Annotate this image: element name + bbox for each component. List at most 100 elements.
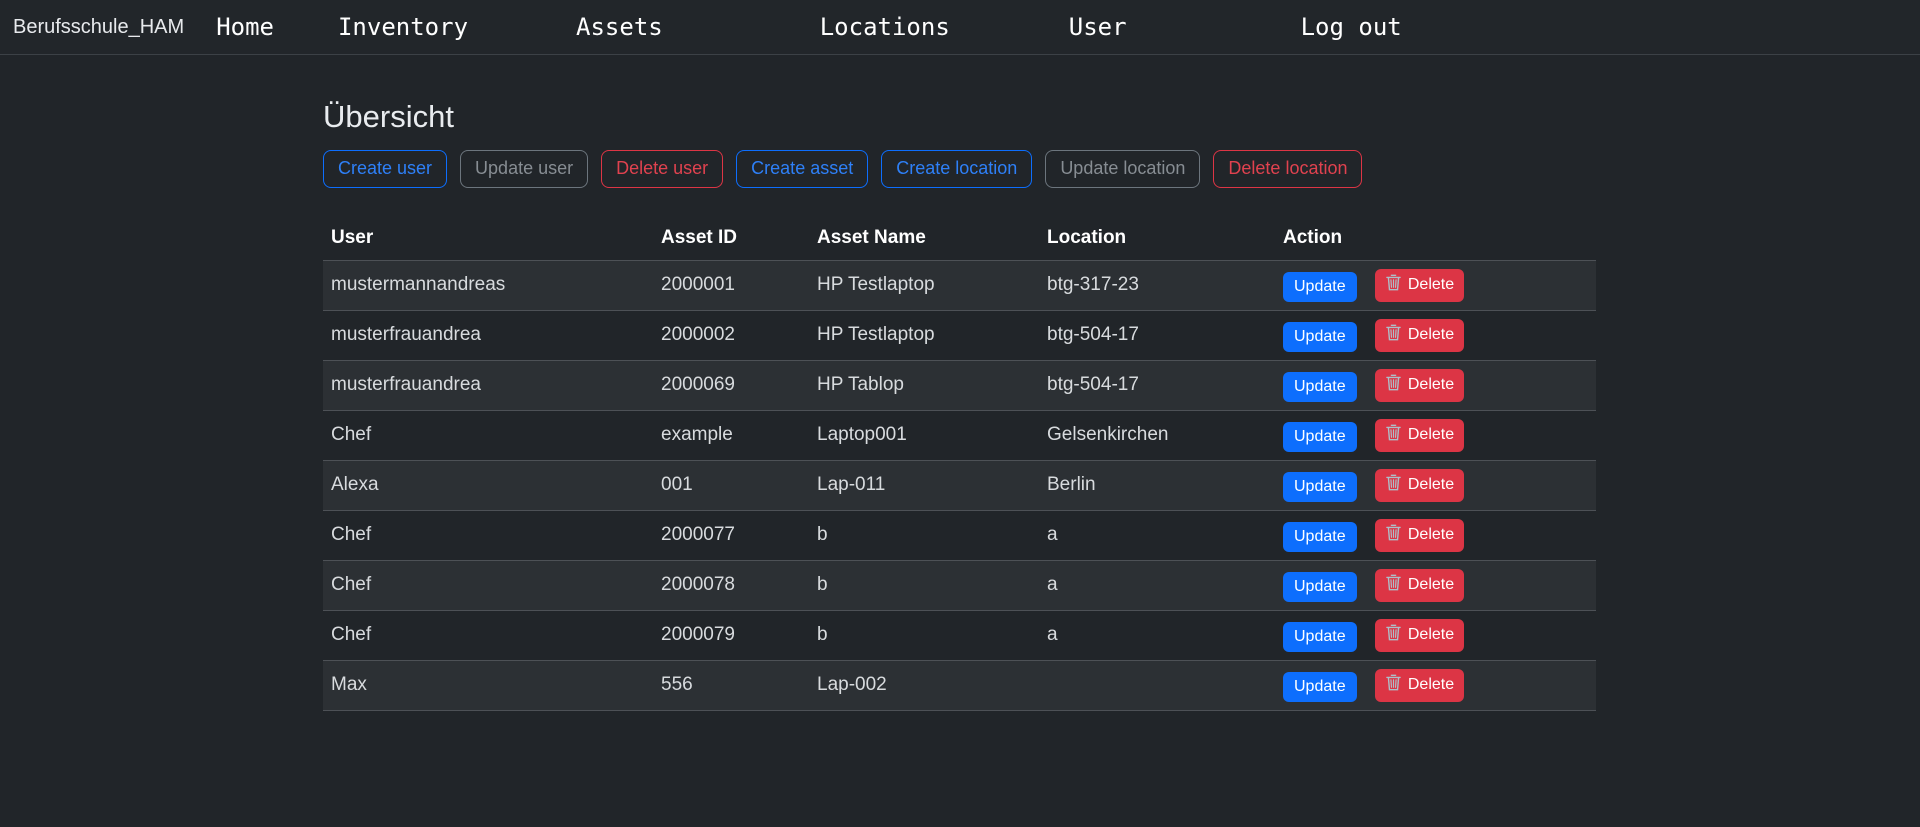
- update-button-label: Update: [1294, 627, 1346, 645]
- assets-table: User Asset ID Asset Name Location Action mus…: [323, 216, 1596, 711]
- trash-icon: [1385, 574, 1402, 597]
- cell-asset-name: Laptop001: [817, 424, 907, 446]
- cell-action: Update Delete: [1275, 360, 1596, 410]
- table-row: Chef 2000079 b a Update Delete: [323, 610, 1596, 660]
- table-row: musterfrauandrea 2000002 HP Testlaptop b…: [323, 310, 1596, 360]
- cell-asset-name: Lap-002: [817, 674, 887, 696]
- row-update-button[interactable]: Update: [1283, 621, 1357, 652]
- delete-button-label: Delete: [1407, 426, 1455, 444]
- row-update-button[interactable]: Update: [1283, 571, 1357, 602]
- delete-button-label: Delete: [1407, 476, 1455, 494]
- row-update-button[interactable]: Update: [1283, 371, 1357, 402]
- delete-button-label: Delete: [1407, 376, 1455, 394]
- cell-location: a: [1047, 624, 1058, 646]
- table-row: Chef example Laptop001 Gelsenkirchen Upd…: [323, 410, 1596, 460]
- delete-button-label: Delete: [1407, 326, 1455, 344]
- main-content: Übersicht Create user Update user Delete u…: [323, 99, 1596, 711]
- update-button-label: Update: [1294, 477, 1346, 495]
- column-header: User: [331, 226, 374, 248]
- cell-action: Update Delete: [1275, 410, 1596, 460]
- cell-asset-name: HP Tablop: [817, 374, 904, 396]
- nav-item-inventory[interactable]: Inventory: [337, 13, 469, 41]
- create-location-button[interactable]: Create location: [881, 150, 1033, 188]
- row-delete-button[interactable]: Delete: [1374, 318, 1465, 352]
- update-button-label: Update: [1294, 327, 1346, 345]
- row-delete-button[interactable]: Delete: [1374, 418, 1465, 452]
- row-delete-button[interactable]: Delete: [1374, 668, 1465, 702]
- navbar-links: Home Inventory Assets Locations User Log…: [216, 13, 1402, 41]
- delete-user-button[interactable]: Delete user: [601, 150, 724, 188]
- update-button-label: Update: [1294, 527, 1346, 545]
- cell-asset-id: 2000079: [661, 624, 735, 646]
- nav-item-logout[interactable]: Log out: [1300, 13, 1402, 41]
- cell-asset-name: b: [817, 524, 828, 546]
- cell-asset-id: 2000069: [661, 374, 735, 396]
- row-update-button[interactable]: Update: [1283, 321, 1357, 352]
- delete-button-label: Delete: [1407, 676, 1455, 694]
- cell-action: Update Delete: [1275, 260, 1596, 310]
- cell-asset-name: b: [817, 624, 828, 646]
- cell-location: btg-504-17: [1047, 374, 1139, 396]
- page-title: Übersicht: [323, 99, 454, 134]
- cell-user: Chef: [331, 574, 372, 596]
- cell-action: Update Delete: [1275, 510, 1596, 560]
- trash-icon: [1385, 474, 1402, 497]
- update-user-button[interactable]: Update user: [460, 150, 589, 188]
- row-delete-button[interactable]: Delete: [1374, 568, 1465, 602]
- cell-asset-id: 2000077: [661, 524, 735, 546]
- row-delete-button[interactable]: Delete: [1374, 368, 1465, 402]
- table-body: mustermannandreas 2000001 HP Testlaptop …: [323, 260, 1596, 711]
- table-row: Chef 2000077 b a Update Delete: [323, 510, 1596, 560]
- nav-item-assets[interactable]: Assets: [576, 13, 663, 41]
- cell-asset-id: example: [661, 424, 733, 446]
- row-update-button[interactable]: Update: [1283, 671, 1357, 702]
- row-update-button[interactable]: Update: [1283, 471, 1357, 502]
- cell-location: a: [1047, 574, 1058, 596]
- nav-item-user[interactable]: User: [1068, 13, 1127, 41]
- cell-asset-name: Lap-011: [817, 474, 886, 496]
- cell-user: mustermannandreas: [331, 274, 506, 296]
- table-row: Max 556 Lap-002 Update Delete: [323, 660, 1596, 711]
- row-update-button[interactable]: Update: [1283, 271, 1357, 302]
- row-update-button[interactable]: Update: [1283, 521, 1357, 552]
- cell-action: Update Delete: [1275, 560, 1596, 610]
- row-delete-button[interactable]: Delete: [1374, 618, 1465, 652]
- create-user-button[interactable]: Create user: [323, 150, 448, 188]
- create-asset-button[interactable]: Create asset: [736, 150, 869, 188]
- trash-icon: [1385, 374, 1402, 397]
- delete-button-label: Delete: [1407, 576, 1455, 594]
- row-delete-button[interactable]: Delete: [1374, 468, 1465, 502]
- cell-location: [1039, 660, 1275, 710]
- cell-action: Update Delete: [1275, 310, 1596, 360]
- cell-asset-name: HP Testlaptop: [817, 274, 935, 296]
- update-button-label: Update: [1294, 577, 1346, 595]
- trash-icon: [1385, 624, 1402, 647]
- cell-location: Berlin: [1047, 474, 1096, 496]
- update-button-label: Update: [1294, 277, 1346, 295]
- row-delete-button[interactable]: Delete: [1374, 518, 1465, 552]
- nav-item-home[interactable]: Home: [216, 13, 274, 41]
- cell-location: btg-317-23: [1047, 274, 1139, 296]
- cell-user: Chef: [331, 424, 372, 446]
- cell-action: Update Delete: [1275, 660, 1596, 710]
- update-location-button[interactable]: Update location: [1045, 150, 1201, 188]
- table-header-row: User Asset ID Asset Name Location Action: [323, 216, 1596, 261]
- column-header: Action: [1283, 226, 1343, 248]
- cell-location: Gelsenkirchen: [1047, 424, 1169, 446]
- column-header: Asset ID: [661, 226, 738, 248]
- navbar-brand[interactable]: Berufsschule_HAM: [13, 15, 185, 38]
- nav-item-locations[interactable]: Locations: [819, 13, 950, 41]
- cell-action: Update Delete: [1275, 610, 1596, 660]
- delete-location-button[interactable]: Delete location: [1213, 150, 1363, 188]
- trash-icon: [1385, 324, 1402, 347]
- update-button-label: Update: [1294, 427, 1346, 445]
- cell-asset-name: b: [817, 574, 828, 596]
- cell-user: Chef: [331, 524, 372, 546]
- toolbar: Create user Update user Delete user Create …: [323, 150, 1596, 188]
- trash-icon: [1385, 424, 1402, 447]
- cell-user: musterfrauandrea: [331, 324, 481, 346]
- trash-icon: [1385, 674, 1402, 697]
- row-update-button[interactable]: Update: [1283, 421, 1357, 452]
- row-delete-button[interactable]: Delete: [1374, 268, 1465, 302]
- cell-asset-name: HP Testlaptop: [817, 324, 935, 346]
